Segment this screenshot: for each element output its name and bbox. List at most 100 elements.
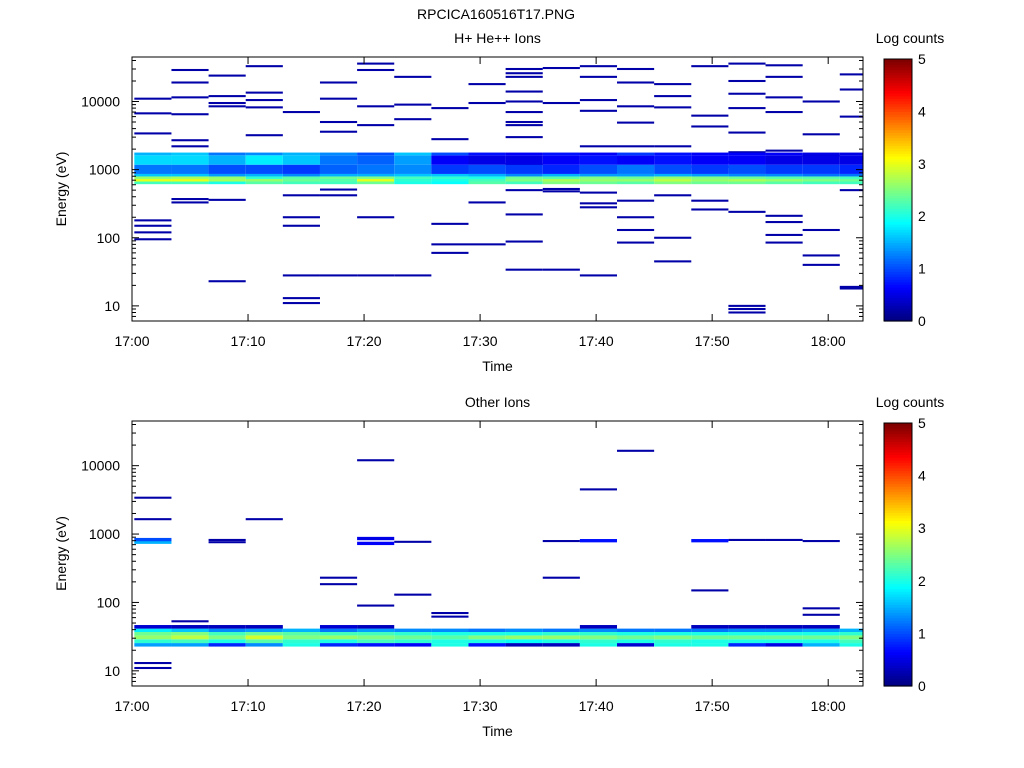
heatmap-cell: [171, 113, 209, 116]
colorbar-step: [884, 449, 912, 453]
heatmap-cell: [245, 625, 283, 629]
heatmap-cell: [728, 62, 766, 65]
heatmap-cell: [654, 181, 692, 185]
heatmap-cell: [579, 274, 618, 277]
heatmap-cell: [134, 224, 172, 227]
colorbar-tick-label: 1: [918, 261, 926, 277]
x-tick-label: 17:50: [695, 333, 730, 349]
colorbar-step: [884, 121, 912, 126]
heatmap-cell: [468, 635, 506, 640]
colorbar-step: [884, 570, 912, 574]
heatmap-cell: [134, 540, 172, 544]
heatmap-cell: [431, 222, 469, 225]
heatmap-cell: [579, 65, 618, 68]
colorbar-step: [884, 530, 912, 535]
heatmap-cell: [765, 178, 803, 182]
heatmap-cell: [394, 178, 432, 182]
heatmap-cell: [617, 199, 655, 202]
panel-title: Other Ions: [465, 394, 530, 410]
heatmap-cell: [765, 164, 803, 174]
heatmap-cell: [728, 625, 766, 629]
x-axis-label: Time: [482, 723, 513, 739]
heatmap-cell: [468, 201, 506, 204]
colorbar-step: [884, 599, 912, 603]
colorbar-step: [884, 567, 912, 571]
heatmap-cell: [282, 643, 320, 647]
plot-frame: [131, 420, 864, 687]
heatmap-cell: [431, 178, 469, 182]
colorbar: 0 1 2 3 4 5 Log counts: [876, 394, 945, 694]
colorbar-step: [884, 103, 912, 107]
heatmap-cell: [357, 152, 395, 156]
colorbar-step: [884, 252, 912, 257]
heatmap-cell: [802, 625, 840, 629]
heatmap-cell: [394, 632, 432, 636]
heatmap-cell: [691, 589, 729, 592]
colorbar-step: [884, 171, 912, 175]
heatmap-cell: [171, 635, 209, 640]
heatmap-cell: [542, 643, 580, 647]
x-axis-label: Time: [482, 358, 513, 374]
colorbar-tick-label: 4: [918, 103, 926, 119]
colorbar-step: [884, 480, 912, 485]
heatmap-cell: [431, 155, 469, 165]
colorbar-step: [884, 119, 912, 123]
heatmap-cell: [654, 106, 692, 109]
heatmap-cell: [208, 628, 246, 633]
heatmap-cell: [134, 635, 172, 640]
heatmap-cell: [319, 130, 358, 133]
heatmap-cell: [357, 68, 395, 72]
heatmap-cell: [505, 152, 543, 156]
heatmap-cell: [171, 68, 209, 72]
colorbar-step: [884, 297, 912, 301]
heatmap-cell: [134, 628, 172, 633]
heatmap-cell: [208, 152, 246, 156]
colorbar-step: [884, 318, 912, 322]
heatmap-cell: [691, 176, 729, 179]
heatmap-cell: [691, 635, 729, 640]
colorbar-step: [884, 494, 912, 498]
colorbar-step: [884, 255, 912, 259]
heatmap-cell: [282, 111, 320, 114]
y-tick-label: 100: [97, 230, 121, 246]
heatmap-cell: [319, 635, 358, 640]
heatmap-cell: [542, 181, 580, 185]
colorbar-step: [884, 651, 912, 656]
heatmap-cell: [542, 635, 580, 640]
heatmap-cell: [282, 297, 320, 300]
heatmap-cell: [134, 661, 172, 665]
heatmap-cell: [579, 176, 618, 179]
heatmap-cell: [728, 151, 766, 154]
heatmap-cell: [319, 628, 358, 633]
colorbar-step: [884, 678, 912, 682]
heatmap-cell: [802, 635, 840, 640]
heatmap-cell: [839, 287, 863, 290]
colorbar-step: [884, 192, 912, 196]
heatmap-cell: [802, 100, 840, 103]
heatmap-cell: [579, 488, 618, 491]
heatmap-cell: [839, 173, 863, 177]
heatmap-cell: [839, 88, 863, 91]
heatmap-cell: [394, 593, 432, 596]
heatmap-cell: [765, 181, 803, 185]
heatmap-cell: [765, 241, 803, 244]
heatmap-cell: [542, 176, 580, 179]
colorbar-step: [884, 609, 912, 613]
heatmap-cell: [431, 251, 469, 254]
heatmap-cell: [505, 635, 543, 640]
heatmap-cell: [765, 152, 803, 156]
heatmap-cell: [802, 632, 840, 636]
heatmap-cell: [208, 176, 246, 179]
heatmap-cell: [542, 540, 580, 543]
colorbar-step: [884, 93, 912, 97]
heatmap-cell: [654, 152, 692, 156]
heatmap-cell: [505, 120, 543, 124]
heatmap-cell: [728, 635, 766, 640]
heatmap-cell: [394, 639, 432, 644]
heatmap-cell: [208, 74, 246, 77]
heatmap-cell: [691, 181, 729, 185]
heatmap-cell: [654, 236, 692, 239]
colorbar-step: [884, 596, 912, 600]
x-tick-label: 17:20: [347, 333, 382, 349]
x-tick-label: 17:10: [231, 333, 266, 349]
